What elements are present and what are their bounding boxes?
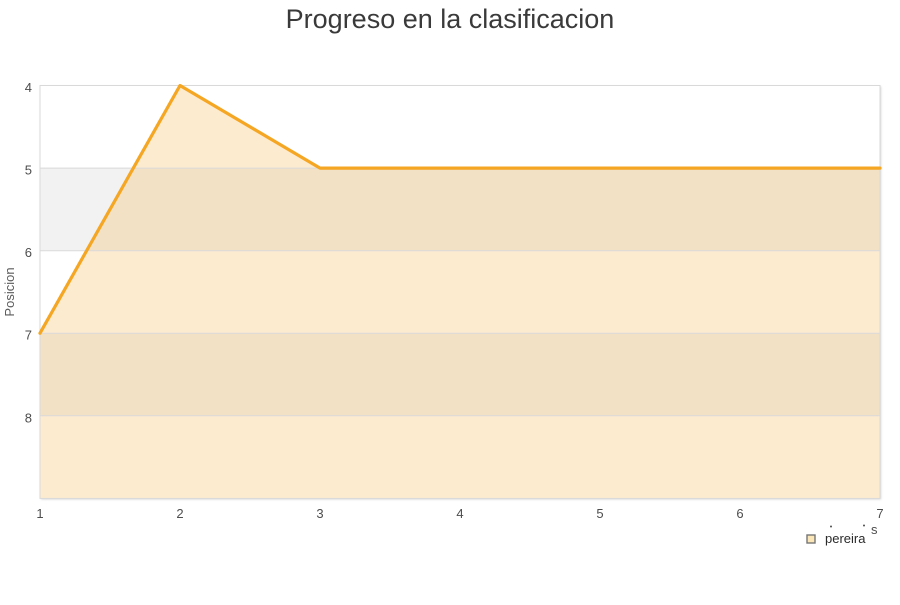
svg-text:4: 4 [25,80,32,95]
svg-text:6: 6 [736,506,743,521]
svg-text:7: 7 [876,506,883,521]
svg-text:1: 1 [36,506,43,521]
svg-text:8: 8 [25,410,32,425]
svg-text:5: 5 [596,506,603,521]
svg-text:Posicion: Posicion [2,267,17,316]
svg-text:2: 2 [176,506,183,521]
svg-text:s: s [871,522,878,537]
svg-text:pereira: pereira [825,531,866,546]
svg-text:3: 3 [316,506,323,521]
svg-text:5: 5 [25,163,32,178]
svg-text:7: 7 [25,328,32,343]
svg-text:6: 6 [25,245,32,260]
svg-text:4: 4 [456,506,463,521]
